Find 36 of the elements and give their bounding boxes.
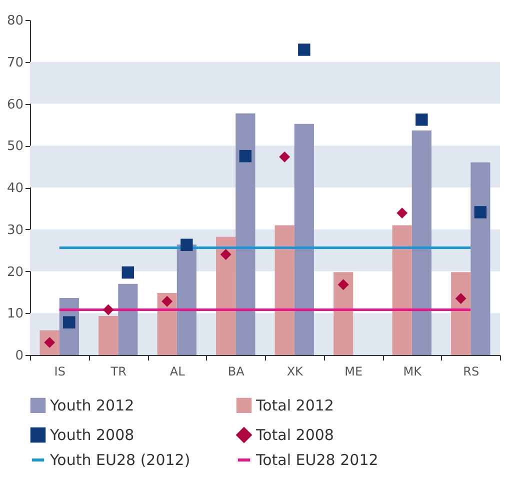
y-tick-label: 20: [6, 264, 24, 280]
bar: [392, 225, 412, 355]
bar: [118, 284, 138, 355]
bar: [216, 236, 236, 355]
y-tick-label: 50: [6, 139, 24, 154]
bar: [98, 316, 118, 355]
legend-label: Total 2008: [255, 426, 334, 444]
bar: [176, 244, 196, 355]
bar: [451, 272, 471, 355]
legend-label: Youth 2012: [49, 396, 134, 414]
x-tick-label: IS: [54, 364, 66, 378]
x-tick-label: BA: [228, 364, 246, 378]
bar: [157, 293, 177, 355]
y-tick-label: 70: [6, 55, 24, 70]
x-tick-label: XK: [286, 364, 304, 378]
y-tick-label: 30: [6, 222, 24, 238]
legend-label: Total EU28 2012: [255, 451, 378, 469]
bar: [236, 113, 256, 355]
y-tick-label: 80: [6, 14, 24, 28]
x-tick-label: AL: [170, 364, 186, 378]
legend-label: Total 2012: [255, 396, 334, 414]
x-tick-label: RS: [463, 364, 480, 378]
x-tick-label: ME: [344, 364, 363, 378]
x-tick-label: TR: [110, 364, 126, 378]
bar: [334, 272, 354, 355]
y-tick-label: 0: [15, 348, 24, 364]
y-tick-label: 40: [6, 181, 24, 196]
y-tick-label: 10: [6, 306, 24, 322]
legend-label: Youth 2008: [49, 426, 134, 444]
legend-label: Youth EU28 (2012): [49, 451, 190, 469]
bar: [294, 124, 314, 355]
y-tick-label: 60: [6, 97, 24, 112]
x-tick-label: MK: [403, 364, 423, 378]
bar: [470, 162, 490, 355]
bar: [412, 130, 432, 355]
bar: [274, 225, 294, 355]
